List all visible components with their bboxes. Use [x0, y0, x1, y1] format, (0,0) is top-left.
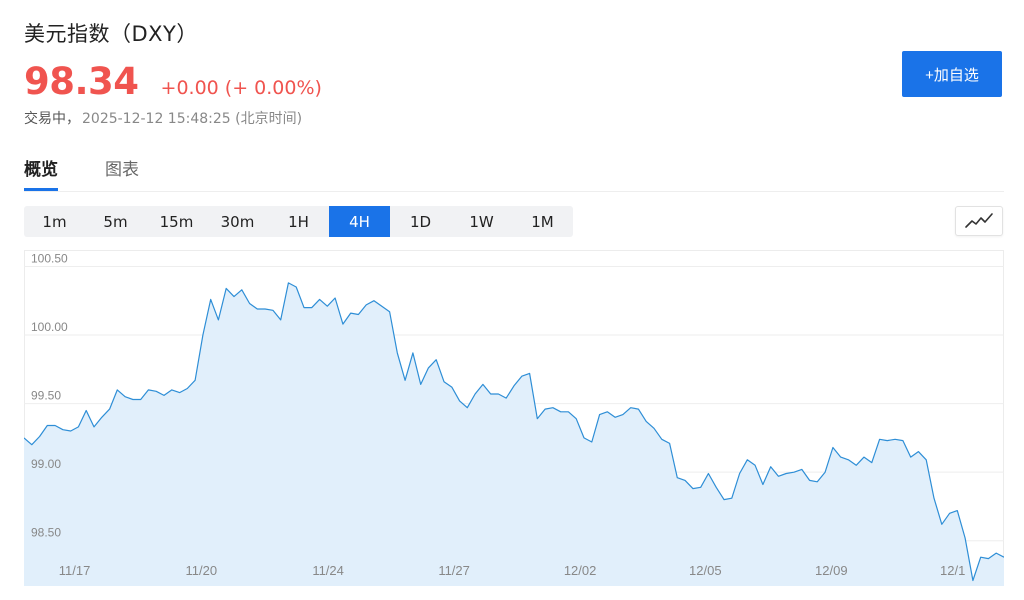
- x-tick-label: 11/17: [59, 563, 91, 578]
- add-to-watchlist-button[interactable]: +加自选: [902, 51, 1002, 97]
- interval-15m[interactable]: 15m: [159, 212, 194, 231]
- price-line: [23, 282, 1005, 582]
- price-change: +0.00 (+ 0.00%): [160, 77, 322, 99]
- interval-1w[interactable]: 1W: [469, 212, 494, 231]
- y-axis-labels: 100.50 100.00 99.50 99.00 98.50: [31, 251, 68, 539]
- page-title: 美元指数（DXY）: [24, 22, 198, 46]
- interval-30m[interactable]: 30m: [220, 212, 255, 231]
- x-tick-label: 12/1: [940, 563, 965, 578]
- y-tick-label: 100.00: [31, 320, 68, 334]
- y-tick-label: 99.50: [31, 389, 61, 403]
- interval-1d[interactable]: 1D: [409, 212, 432, 231]
- x-tick-label: 11/27: [438, 563, 470, 578]
- tab-chart[interactable]: 图表: [105, 160, 139, 180]
- tab-bar: 概览 图表: [24, 155, 1004, 192]
- price-chart[interactable]: 100.50 100.00 99.50 99.00 98.50 11/17 11/20 11…: [23, 250, 1005, 586]
- x-tick-label: 12/02: [564, 563, 597, 578]
- interval-1mo[interactable]: 1M: [531, 212, 554, 231]
- interval-5m[interactable]: 5m: [103, 212, 128, 231]
- interval-1h[interactable]: 1H: [288, 212, 309, 231]
- y-tick-label: 99.00: [31, 457, 61, 471]
- x-tick-label: 12/09: [815, 563, 848, 578]
- current-price: 98.34: [24, 60, 139, 103]
- interval-selector: 1m 5m 15m 30m 1H 4H 1D 1W 1M: [24, 206, 573, 237]
- line-chart-icon: [965, 213, 993, 228]
- y-tick-label: 100.50: [31, 251, 68, 265]
- x-tick-label: 12/05: [689, 563, 722, 578]
- x-tick-label: 11/24: [312, 563, 344, 578]
- quote-row: 98.34 +0.00 (+ 0.00%): [24, 60, 322, 103]
- interval-1m[interactable]: 1m: [42, 212, 67, 231]
- interval-4h[interactable]: 4H: [329, 206, 390, 237]
- chart-type-button[interactable]: [955, 206, 1003, 236]
- timestamp: 2025-12-12 15:48:25 (北京时间): [82, 111, 303, 127]
- x-axis-labels: 11/17 11/20 11/24 11/27 12/02 12/05 12/09 12/1: [59, 563, 966, 578]
- y-tick-label: 98.50: [31, 526, 61, 540]
- x-tick-label: 11/20: [186, 563, 218, 578]
- tab-overview[interactable]: 概览: [24, 155, 58, 191]
- price-area-fill: [24, 282, 1004, 586]
- trading-status: 交易中， 2025-12-12 15:48:25 (北京时间): [24, 108, 302, 128]
- status-text: 交易中，: [24, 111, 80, 127]
